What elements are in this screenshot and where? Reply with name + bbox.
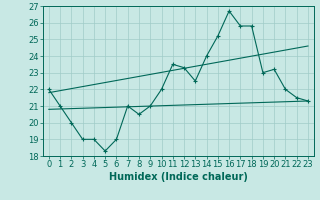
X-axis label: Humidex (Indice chaleur): Humidex (Indice chaleur) xyxy=(109,172,248,182)
